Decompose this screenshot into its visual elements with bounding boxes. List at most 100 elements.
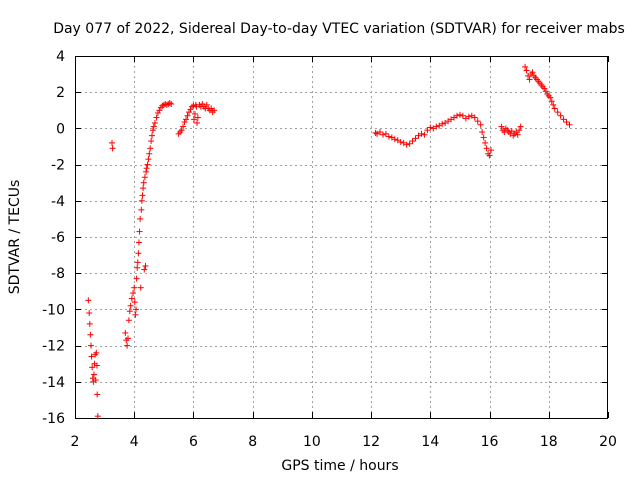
data-point-marker xyxy=(109,145,116,152)
data-point-marker xyxy=(186,109,193,116)
data-point-marker xyxy=(137,215,144,222)
data-point-marker xyxy=(128,295,135,302)
data-point-marker xyxy=(134,259,141,266)
x-tick-label: 20 xyxy=(599,434,617,450)
data-point-marker xyxy=(126,308,133,315)
data-point-marker xyxy=(560,116,567,123)
data-point-marker xyxy=(138,206,145,213)
data-point-marker xyxy=(385,133,392,140)
data-point-marker xyxy=(486,152,493,159)
data-point-marker xyxy=(193,119,200,126)
data-point-marker xyxy=(140,185,147,192)
data-point-marker xyxy=(154,110,161,117)
y-tick-label: -14 xyxy=(42,375,65,391)
data-point-marker xyxy=(523,67,530,74)
data-point-marker xyxy=(144,161,151,168)
y-tick-label: 4 xyxy=(56,49,65,65)
data-point-marker xyxy=(109,139,116,146)
data-point-marker xyxy=(138,197,145,204)
data-point-marker xyxy=(542,88,549,95)
y-tick-label: -10 xyxy=(42,302,65,318)
y-tick-label: 2 xyxy=(56,85,65,101)
data-point-marker xyxy=(122,329,129,336)
data-point-marker xyxy=(94,391,101,398)
data-point-marker xyxy=(88,353,95,360)
x-tick-label: 4 xyxy=(130,434,139,450)
data-point-marker xyxy=(403,141,410,148)
data-point-marker xyxy=(87,342,94,349)
data-point-marker xyxy=(547,94,554,101)
x-axis-label: GPS time / hours xyxy=(281,458,398,474)
data-point-marker xyxy=(459,112,466,119)
data-point-marker xyxy=(131,284,138,291)
data-point-marker xyxy=(453,112,460,119)
data-point-marker xyxy=(477,121,484,128)
data-point-marker xyxy=(184,112,191,119)
data-point-marker xyxy=(418,130,425,137)
data-point-marker xyxy=(87,331,94,338)
y-tick-label: -2 xyxy=(51,158,65,174)
data-point-marker xyxy=(143,168,150,175)
data-point-marker xyxy=(124,342,131,349)
data-point-marker xyxy=(433,123,440,130)
data-point-marker xyxy=(550,101,557,108)
data-point-marker xyxy=(147,145,154,152)
data-point-marker xyxy=(148,138,155,145)
data-point-marker xyxy=(86,310,93,317)
data-point-marker xyxy=(508,128,515,135)
data-point-marker xyxy=(406,140,413,147)
data-point-marker xyxy=(166,100,173,107)
data-point-marker xyxy=(141,174,148,181)
data-point-marker xyxy=(146,150,153,157)
data-point-marker xyxy=(145,156,152,163)
data-point-marker xyxy=(516,127,523,134)
data-point-marker xyxy=(153,114,160,121)
data-point-marker xyxy=(86,320,93,327)
y-axis-label: SDTVAR / TECUs xyxy=(7,180,23,295)
data-point-marker xyxy=(211,107,218,114)
data-point-marker xyxy=(181,119,188,126)
data-point-marker xyxy=(149,127,156,134)
data-point-marker xyxy=(148,132,155,139)
data-point-marker xyxy=(376,129,383,136)
data-point-marker xyxy=(156,107,163,114)
data-point-marker xyxy=(150,123,157,130)
y-tick-label: -8 xyxy=(51,266,65,282)
data-point-marker xyxy=(141,266,148,273)
x-tick-label: 14 xyxy=(421,434,439,450)
x-tick-label: 2 xyxy=(71,434,80,450)
y-tick-label: 0 xyxy=(56,121,65,137)
x-tick-label: 8 xyxy=(248,434,257,450)
y-tick-label: -16 xyxy=(42,411,65,427)
data-point-marker xyxy=(135,239,142,246)
data-point-marker xyxy=(498,123,505,130)
data-point-marker xyxy=(92,376,99,383)
data-point-marker xyxy=(554,109,561,116)
data-point-marker xyxy=(409,138,416,145)
data-point-marker xyxy=(551,105,558,112)
data-point-marker xyxy=(125,335,132,342)
data-point-marker xyxy=(479,129,486,136)
data-point-marker xyxy=(474,118,481,125)
data-point-marker xyxy=(412,135,419,142)
data-point-marker xyxy=(482,139,489,146)
data-point-marker xyxy=(125,317,132,324)
data-point-marker xyxy=(131,299,138,306)
data-point-marker xyxy=(382,130,389,137)
data-point-marker xyxy=(139,192,146,199)
chart-title: Day 077 of 2022, Sidereal Day-to-day VTE… xyxy=(53,21,625,37)
axis-ticks xyxy=(75,56,609,419)
grid-lines xyxy=(75,56,608,418)
data-point-marker xyxy=(183,116,190,123)
x-tick-label: 6 xyxy=(189,434,198,450)
data-point-marker xyxy=(480,134,487,141)
data-point-marker xyxy=(557,112,564,119)
data-point-marker xyxy=(488,147,495,154)
data-point-marker xyxy=(566,121,573,128)
data-point-marker xyxy=(483,145,490,152)
x-tick-label: 10 xyxy=(303,434,321,450)
data-point-marker xyxy=(180,123,187,130)
data-point-marker xyxy=(132,306,139,313)
data-point-marker xyxy=(522,63,529,70)
